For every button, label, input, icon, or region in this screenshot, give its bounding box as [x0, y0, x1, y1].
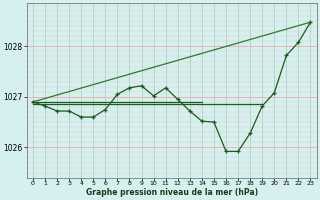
- X-axis label: Graphe pression niveau de la mer (hPa): Graphe pression niveau de la mer (hPa): [86, 188, 258, 197]
